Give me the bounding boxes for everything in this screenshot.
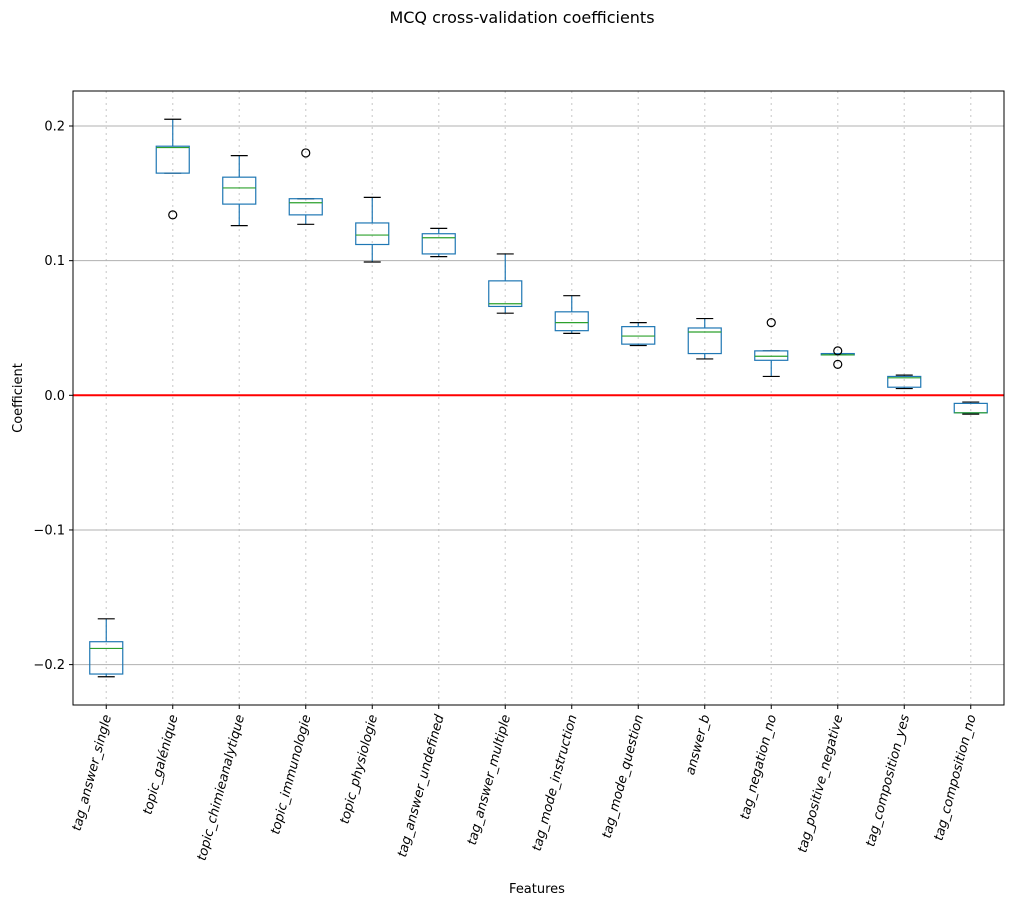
x-tick-label: topic_chimieanalytique (195, 713, 248, 862)
y-tick-label: 0.0 (44, 389, 65, 404)
box (89, 641, 124, 675)
y-tick-label: −0.2 (33, 658, 65, 673)
x-axis-label: Features (509, 882, 565, 897)
box (288, 198, 323, 216)
box (887, 375, 922, 388)
outlier-point (833, 346, 843, 356)
x-tick-label: topic_immunologie (268, 713, 314, 836)
y-tick-label: 0.2 (44, 120, 65, 135)
box (155, 145, 190, 174)
x-tick-label: topic_physiologie (338, 713, 382, 826)
x-tick-label: tag_positive_negative (795, 713, 846, 854)
x-tick-label: tag_composition_no (932, 713, 980, 842)
y-tick-label: 0.1 (44, 254, 65, 269)
x-tick-label: tag_mode_question (600, 713, 647, 840)
outlier-point (833, 359, 843, 369)
x-tick-label: topic_galénique (141, 713, 182, 816)
x-tick-label: tag_negation_no (738, 713, 780, 821)
x-tick-label: tag_composition_yes (863, 713, 913, 849)
x-tick-label: tag_answer_undefined (395, 712, 448, 858)
box (222, 176, 257, 205)
outlier-point (168, 210, 178, 220)
box (488, 280, 523, 308)
outlier-point (301, 148, 311, 158)
x-tick-label: answer_b (683, 713, 713, 776)
x-tick-label: tag_mode_instruction (530, 713, 581, 853)
outlier-point (766, 317, 776, 328)
y-axis-label: Coefficient (11, 363, 26, 433)
plot-area: −0.2 −0.1 0.0 0.1 0.2 tag_answer_single topic_… (33, 90, 1005, 862)
plot-frame (72, 90, 1005, 706)
box (687, 327, 722, 355)
x-tick-label: tag_answer_single (70, 713, 115, 833)
x-tick-label: tag_answer_multiple (465, 713, 514, 847)
box (621, 326, 656, 345)
box (754, 350, 789, 361)
chart-title: MCQ cross-validation coefficients (389, 8, 654, 27)
y-tick-label: −0.1 (33, 523, 65, 538)
box (355, 222, 390, 246)
box (421, 233, 456, 255)
box (554, 311, 589, 332)
